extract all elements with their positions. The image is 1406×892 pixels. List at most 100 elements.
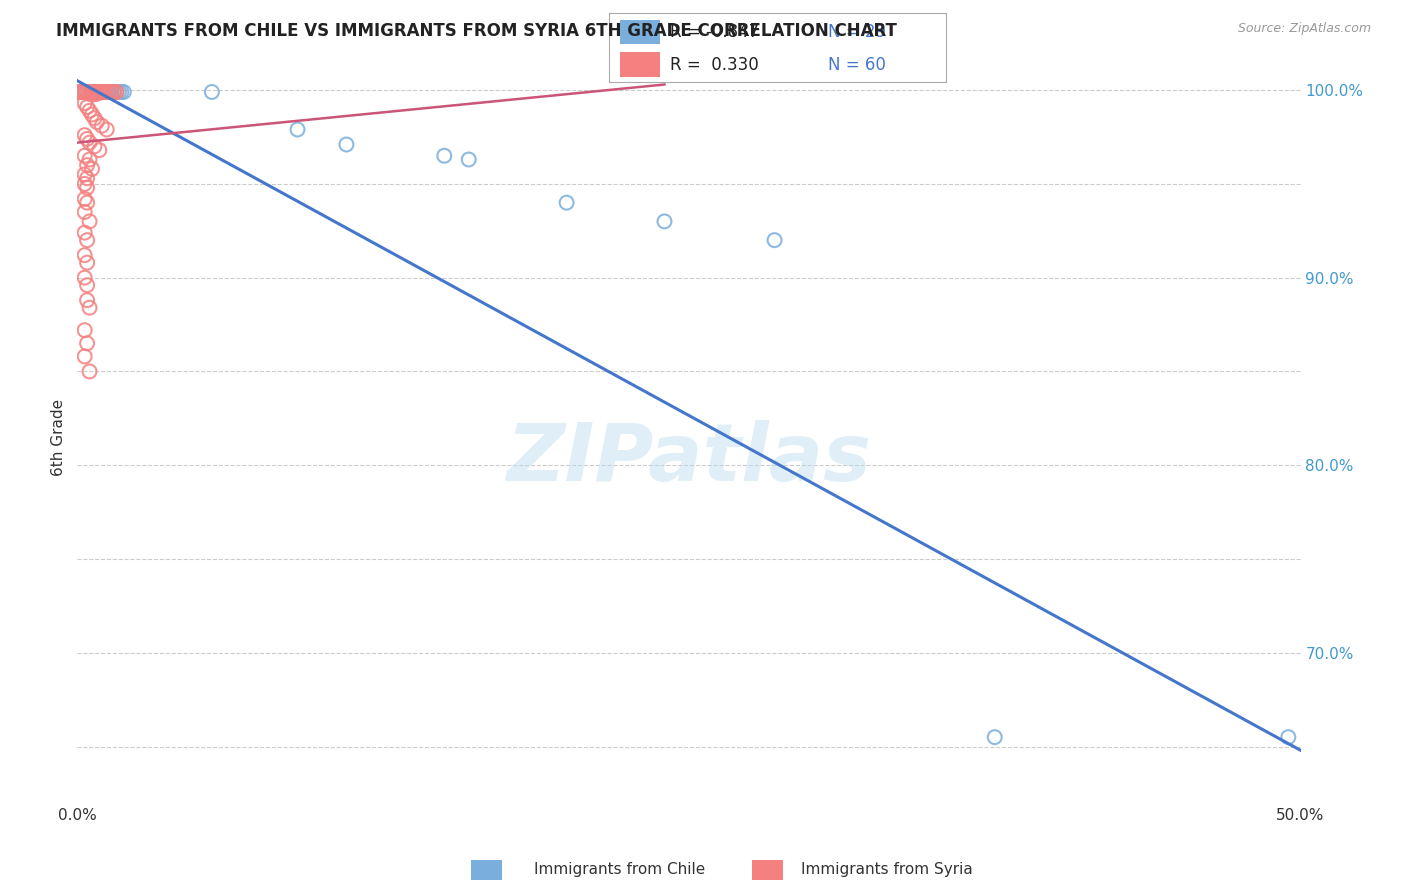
Point xyxy=(73,350,96,364)
Point xyxy=(79,85,101,99)
Point xyxy=(76,85,98,99)
Point xyxy=(69,85,91,99)
Point xyxy=(69,85,91,99)
Point xyxy=(105,85,128,99)
Point xyxy=(76,132,98,146)
Text: N = 29: N = 29 xyxy=(828,23,886,41)
Point xyxy=(90,119,112,133)
Point xyxy=(457,153,479,167)
Point xyxy=(80,161,103,176)
Point xyxy=(73,168,96,182)
Point xyxy=(76,158,98,172)
Point xyxy=(69,85,91,99)
Point xyxy=(79,364,101,378)
Point xyxy=(86,87,108,101)
Point xyxy=(76,293,98,308)
Point xyxy=(287,122,309,136)
Point xyxy=(80,85,103,99)
Point xyxy=(201,85,224,99)
Point xyxy=(76,85,98,99)
Point xyxy=(984,730,1007,744)
Text: N = 60: N = 60 xyxy=(828,56,886,74)
Point xyxy=(433,149,456,163)
Point xyxy=(654,214,676,228)
Point xyxy=(73,128,96,142)
Text: ZIPatlas: ZIPatlas xyxy=(506,420,872,498)
Point xyxy=(76,171,98,186)
Point xyxy=(103,85,125,99)
Text: IMMIGRANTS FROM CHILE VS IMMIGRANTS FROM SYRIA 6TH GRADE CORRELATION CHART: IMMIGRANTS FROM CHILE VS IMMIGRANTS FROM… xyxy=(56,22,897,40)
Point xyxy=(79,301,101,315)
Y-axis label: 6th Grade: 6th Grade xyxy=(51,399,66,475)
Point xyxy=(83,85,105,99)
Bar xyxy=(620,53,659,77)
Point xyxy=(96,85,118,99)
Point xyxy=(1277,730,1299,744)
Point xyxy=(73,177,96,191)
Point xyxy=(76,195,98,210)
Point xyxy=(98,85,121,99)
Point xyxy=(763,233,786,247)
Point xyxy=(89,85,111,99)
Point xyxy=(89,85,111,99)
Point xyxy=(70,85,93,99)
Point xyxy=(96,85,118,99)
Point xyxy=(76,85,98,99)
Point xyxy=(335,137,357,152)
Point xyxy=(93,85,115,99)
Text: Source: ZipAtlas.com: Source: ZipAtlas.com xyxy=(1237,22,1371,36)
Point xyxy=(100,85,122,99)
Point xyxy=(76,233,98,247)
Point xyxy=(79,87,101,101)
Point xyxy=(105,85,128,99)
Point xyxy=(79,214,101,228)
Point xyxy=(110,85,132,99)
Point xyxy=(76,278,98,293)
Point xyxy=(98,85,121,99)
Point xyxy=(83,87,105,101)
Point xyxy=(86,115,108,129)
Point xyxy=(108,85,131,99)
Point xyxy=(73,149,96,163)
Point xyxy=(555,195,578,210)
Bar xyxy=(620,20,659,44)
Point xyxy=(86,85,108,99)
Point xyxy=(73,248,96,262)
Point xyxy=(103,85,125,99)
Point xyxy=(93,85,115,99)
Text: Immigrants from Chile: Immigrants from Chile xyxy=(534,863,706,877)
Point xyxy=(70,85,93,99)
Point xyxy=(79,153,101,167)
Point xyxy=(79,136,101,150)
Point xyxy=(83,112,105,126)
Point xyxy=(90,85,112,99)
Text: Immigrants from Syria: Immigrants from Syria xyxy=(801,863,973,877)
Point xyxy=(73,323,96,337)
Point xyxy=(76,336,98,351)
Point xyxy=(73,205,96,219)
Point xyxy=(73,226,96,240)
Text: R =  0.330: R = 0.330 xyxy=(671,56,759,74)
Point xyxy=(73,270,96,285)
Point xyxy=(76,255,98,269)
Point xyxy=(76,180,98,194)
Point xyxy=(73,85,96,99)
Point xyxy=(89,143,111,157)
Point xyxy=(86,85,108,99)
Point xyxy=(73,192,96,206)
Point xyxy=(100,85,122,99)
Point xyxy=(73,85,96,99)
Point xyxy=(112,85,135,99)
Point xyxy=(76,100,98,114)
Point xyxy=(79,85,101,99)
Point xyxy=(90,85,112,99)
Point xyxy=(73,96,96,111)
Point xyxy=(73,85,96,99)
Point xyxy=(79,103,101,118)
Point xyxy=(96,122,118,136)
Point xyxy=(80,85,103,99)
Point xyxy=(80,87,103,101)
Point xyxy=(83,85,105,99)
Text: R = -0.847: R = -0.847 xyxy=(671,23,759,41)
Point xyxy=(70,85,93,99)
